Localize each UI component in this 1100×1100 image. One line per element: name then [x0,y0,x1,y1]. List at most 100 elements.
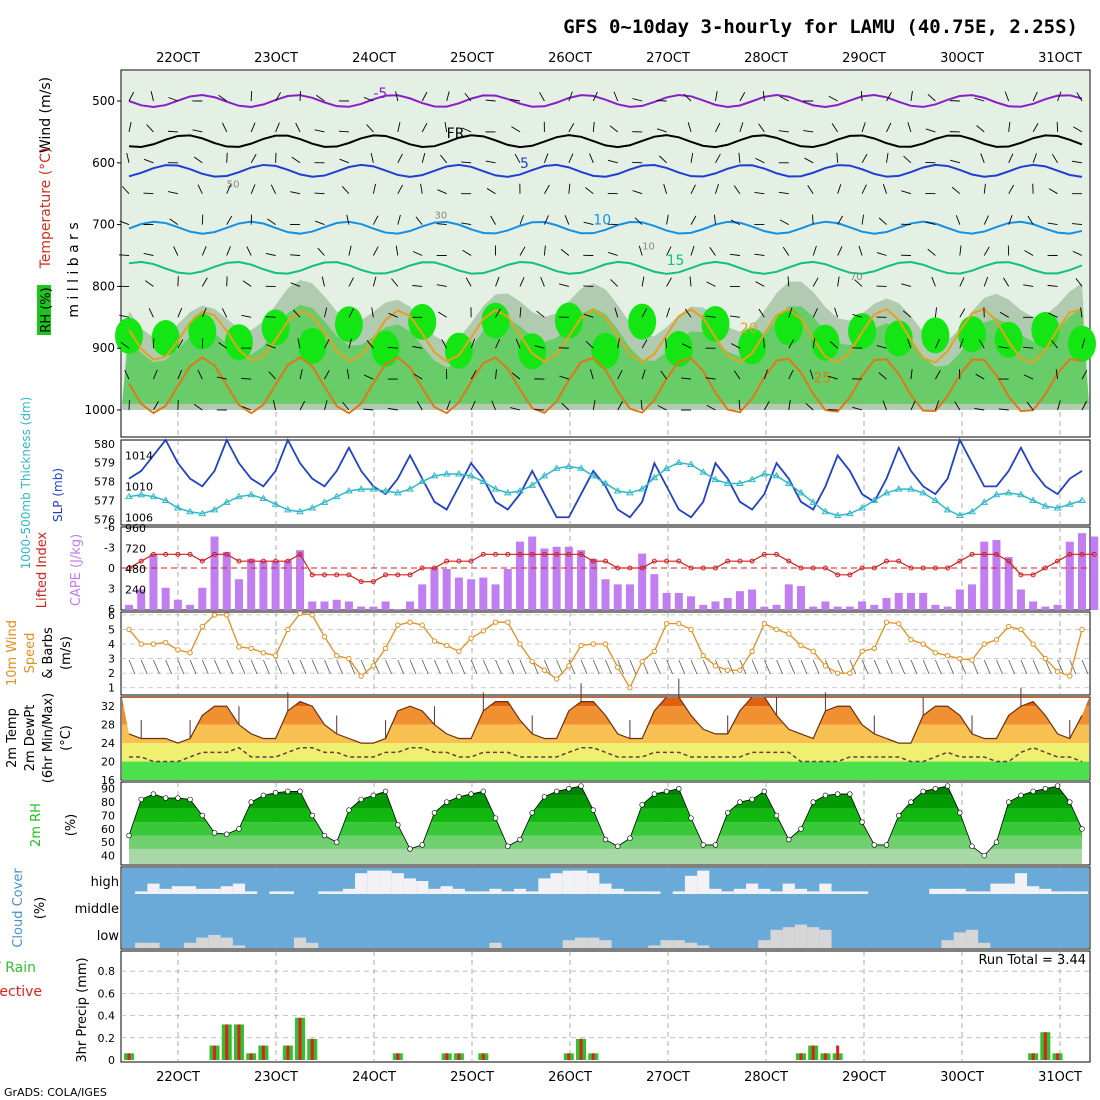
cape-tick-label: 240 [125,584,146,597]
slp-tick-label: 1006 [125,511,153,524]
rh-point [346,807,352,813]
thickness-point [968,507,976,515]
rh-max-blob [224,324,253,361]
isotherm-line [128,134,1083,149]
cape-bar [564,546,573,610]
low-cloud-bar [562,940,575,948]
surface-wind-barb [935,659,942,675]
wind-barb [314,220,325,226]
wind-barb [275,92,282,102]
surface-wind-barb [959,659,967,675]
surface-wind-barb [922,659,930,675]
high-cloud-bar [452,888,465,894]
wind-barb [583,313,594,318]
cape-bar [662,592,671,610]
wind-barb [226,215,233,225]
wind-barb [1057,400,1061,411]
cape-bar [625,584,634,610]
wind-barb [314,129,325,133]
wind-speed-point [1067,673,1073,679]
wind-barb [395,245,399,256]
wind-barb [1055,369,1059,380]
wind-barb [372,276,377,287]
wind-barb [397,184,403,194]
low-cloud-bar [587,937,600,948]
rh-max-blob [444,332,473,369]
wind-speed-point [615,664,621,671]
wind-barb [607,159,618,164]
wind-barb [705,315,716,318]
high-cloud-bar [855,891,869,894]
wind-barb [128,91,135,102]
wind-speed-point [896,620,902,627]
wind-barb [803,130,814,133]
wind-barb [886,152,889,163]
precip-convective-bar [836,1045,840,1060]
bottom-date-label: 26OCT [548,1070,592,1085]
wind-barb [959,277,965,287]
high-cloud-bar [416,881,429,894]
wind-barb [687,122,692,133]
wind-barb [437,189,447,195]
isotherm-line [128,93,1083,109]
wind-speed-point [334,652,340,659]
surface-wind-barb [495,659,502,675]
wind-barb [485,99,496,102]
wind-barb [755,157,765,164]
rh-point [932,785,939,792]
temp-ylabel: (°C) [59,725,74,751]
wind-ylabel: 10m Wind [5,620,20,686]
thickness-point [650,473,659,481]
thickness-point [907,485,915,492]
wind-barb [931,276,936,287]
wind-barb [193,403,203,411]
wind-barb [561,402,570,411]
surface-wind-barb [153,659,160,675]
wind-speed-point [309,612,315,618]
isotherm-label: -5 [373,86,387,102]
cape-bar [638,553,647,610]
wind-barb [705,377,716,380]
cape-bar [283,560,292,610]
wind-barb [925,221,936,226]
wind-barb [592,121,595,132]
wind-barb [978,339,985,349]
wind-barb [267,218,276,225]
thickness-point [296,507,304,515]
wind-barb [715,184,719,194]
cape-bar [687,596,696,610]
wind-barb [666,246,672,256]
wind-barb [486,188,496,195]
wind-barb [901,283,912,287]
high-cloud-bar [403,878,417,894]
panel-frame-upper [120,69,1091,438]
wind-barb [641,369,646,380]
thickness-point [626,488,634,496]
li-point [1091,551,1097,557]
temp-mask [122,697,1089,744]
high-cloud-bar [819,883,832,894]
temp-tick-label: 28 [101,719,115,732]
surface-wind-barb [421,659,429,675]
li-point [431,565,437,571]
surface-wind-barb [189,659,197,675]
high-cloud-bar [489,888,502,894]
wind-barb [901,190,912,195]
cape-bar [882,598,891,610]
surface-wind-barb [287,659,295,675]
wind-speed-point [871,645,877,652]
rh-point [199,812,206,819]
thickness-point [1065,500,1074,507]
wind-speed-point [187,650,193,656]
thickness-point [125,492,133,500]
li-tick-label: 3 [108,583,115,596]
high-cloud-bar [721,891,734,894]
li-point [370,579,376,585]
low-cloud-bar [196,937,209,948]
thickness-point [198,509,207,517]
high-cloud-bar [1014,873,1028,894]
cape-bar [906,592,915,610]
rh-point [480,788,487,795]
wind-barb [241,405,252,411]
rh-point [505,843,511,849]
